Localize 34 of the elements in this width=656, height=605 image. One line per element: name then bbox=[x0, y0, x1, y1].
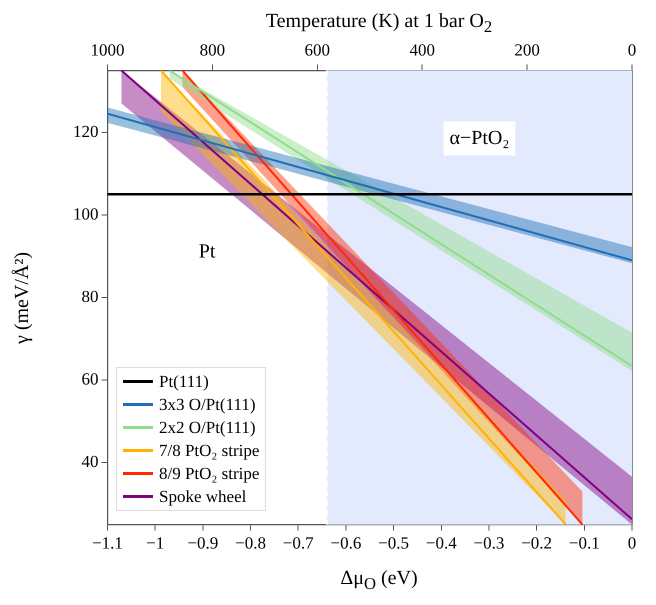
legend-label: Spoke wheel bbox=[159, 486, 246, 508]
x-tick-label: −0.9 bbox=[187, 533, 218, 552]
x2-tick-label: 0 bbox=[628, 40, 636, 60]
x-tick-label: −1.1 bbox=[92, 533, 123, 552]
legend-label: Pt(111) bbox=[159, 371, 209, 393]
annotation: Pt bbox=[198, 240, 216, 262]
x-tick-label: −0.6 bbox=[330, 533, 362, 552]
x-tick-label: −0.5 bbox=[378, 533, 410, 552]
y-tick-label: 80 bbox=[82, 286, 98, 306]
x2-tick-label: 800 bbox=[200, 40, 226, 60]
x-tick-label: −1 bbox=[146, 533, 164, 552]
y-tick-label: 40 bbox=[82, 452, 98, 472]
y-tick-label: 60 bbox=[82, 370, 98, 389]
y-axis-title: γ (meV/Å²) bbox=[10, 250, 34, 346]
x-tick-label: −0.7 bbox=[282, 533, 314, 552]
band-label: α−PtO₂ bbox=[449, 126, 510, 149]
legend-label: 2x2 O/Pt(111) bbox=[159, 417, 256, 439]
legend-label: 8/9 PtO₂ stripe bbox=[159, 463, 260, 485]
x-tick-label: −0.2 bbox=[521, 533, 552, 552]
x-tick-label: 0 bbox=[628, 533, 636, 552]
x-tick-label: −0.8 bbox=[235, 533, 266, 552]
x2-tick-label: 600 bbox=[304, 40, 330, 60]
x-axis-title: Δμ$_{O}$ (eV) bbox=[339, 566, 419, 595]
x-tick-label: −0.4 bbox=[426, 533, 458, 552]
y-tick-label: 120 bbox=[73, 122, 98, 141]
x-tick-label: −0.1 bbox=[568, 533, 600, 552]
x-tick-label: −0.3 bbox=[474, 533, 504, 552]
x2-tick-label: 400 bbox=[409, 40, 435, 60]
x2-tick-label: 1000 bbox=[90, 40, 124, 60]
x2-tick-label: 200 bbox=[514, 40, 540, 60]
y-tick-label: 100 bbox=[73, 204, 98, 224]
x2-axis-title: Temperature (K) at 1 bar O$_{2}$ bbox=[264, 9, 494, 38]
legend-label: 7/8 PtO₂ stripe bbox=[159, 440, 260, 462]
legend-label: 3x3 O/Pt(111) bbox=[159, 394, 256, 416]
